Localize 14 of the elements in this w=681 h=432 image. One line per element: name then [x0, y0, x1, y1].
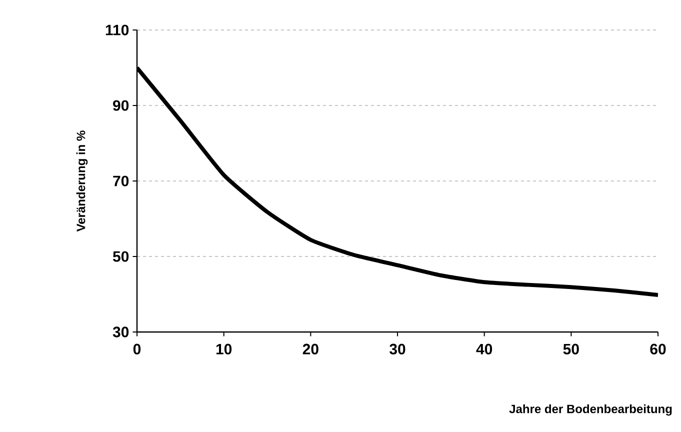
x-tick-label: 0: [133, 344, 141, 354]
y-axis-title: Veränderung in %: [76, 130, 88, 232]
y-tick-label: 30: [112, 326, 129, 338]
y-tick-label: 70: [113, 176, 129, 186]
x-tick-label: 40: [476, 344, 492, 354]
x-tick-label: 50: [563, 344, 579, 354]
y-tick-label: 90: [113, 100, 129, 111]
y-tick-label: 110: [106, 24, 129, 36]
x-tick-label: 60: [650, 344, 666, 354]
x-tick-label: 30: [390, 344, 406, 354]
x-tick-label: 20: [302, 344, 318, 354]
x-tick-label: 10: [216, 344, 232, 354]
y-tick-label: 50: [112, 251, 129, 262]
x-axis-title: Jahre der Bodenbearbeitung: [509, 404, 672, 416]
